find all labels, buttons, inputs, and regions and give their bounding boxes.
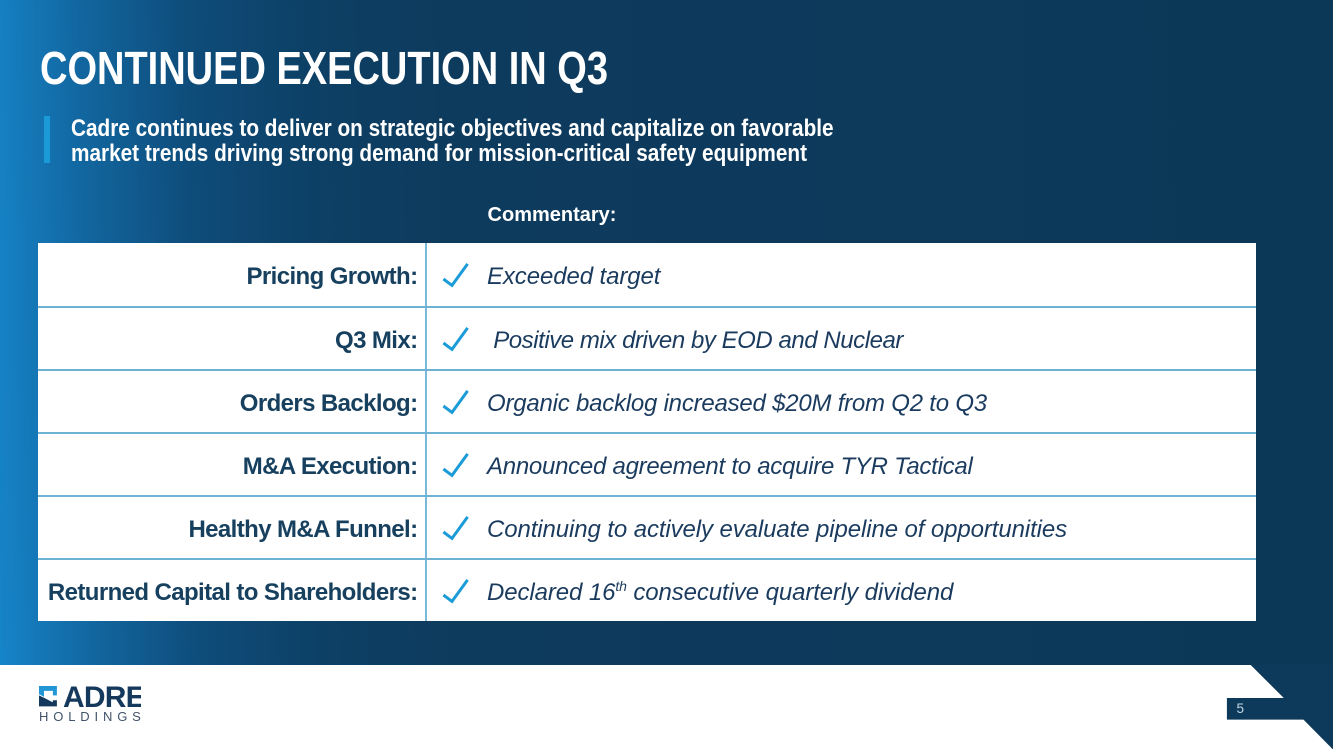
svg-text:HOLDINGS: HOLDINGS <box>39 709 141 723</box>
svg-text:ADRE: ADRE <box>63 681 141 714</box>
